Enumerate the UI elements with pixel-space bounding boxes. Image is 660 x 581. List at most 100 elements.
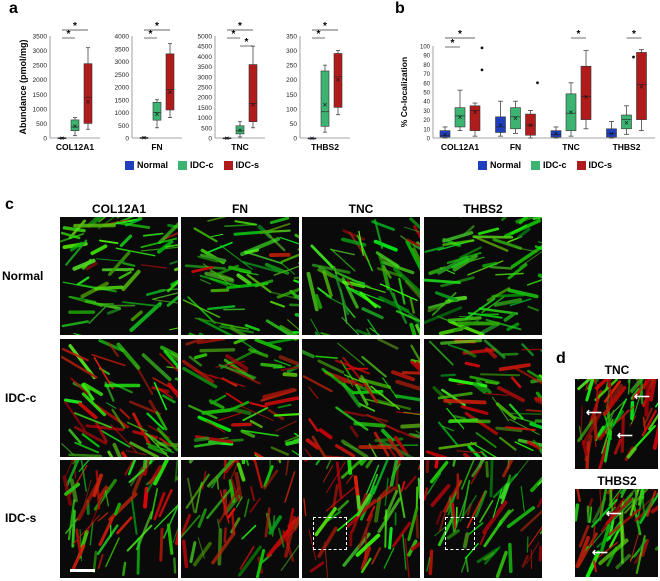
fiber-stroke: [253, 460, 264, 489]
fiber-stroke: [308, 418, 319, 432]
fiber-stroke: [181, 539, 189, 569]
fiber-stroke: [292, 515, 299, 531]
fiber-stroke: [200, 279, 211, 285]
fiber-stroke: [210, 460, 232, 489]
legend-label: Normal: [490, 160, 522, 170]
mean-marker: ×: [473, 108, 478, 117]
fiber-stroke: [448, 319, 485, 335]
fiber-stroke: [581, 439, 589, 457]
fiber-stroke: [256, 549, 266, 578]
box-idc-c: [621, 114, 632, 130]
fiber-stroke: [173, 557, 177, 574]
fiber-stroke: [205, 241, 233, 254]
fiber-stroke: [279, 261, 296, 275]
fiber-stroke: [479, 499, 494, 523]
fiber-stroke: [315, 460, 321, 466]
fiber-stroke: [73, 332, 82, 335]
y-tick-label: 20: [423, 118, 430, 124]
micrograph-tile-normal-fn: [181, 217, 299, 335]
fiber-stroke: [253, 451, 265, 457]
fiber-stroke: [468, 522, 484, 535]
fiber-stroke: [201, 408, 232, 415]
fiber-stroke: [217, 412, 242, 422]
fiber-stroke: [388, 526, 393, 550]
fiber-stroke: [127, 421, 148, 432]
fiber-stroke: [479, 531, 487, 546]
fiber-stroke: [97, 485, 109, 500]
row-header-normal: Normal: [2, 269, 44, 283]
fiber-stroke: [413, 225, 420, 239]
fiber-stroke: [360, 546, 372, 571]
fiber-stroke: [367, 319, 379, 335]
fiber-stroke: [159, 527, 164, 562]
fiber-stroke: [119, 408, 131, 420]
fiber-stroke: [209, 374, 245, 388]
legend-item-idc-s: IDC-s: [576, 160, 612, 170]
mean-marker: ×: [60, 134, 65, 143]
fiber-stroke: [71, 509, 76, 548]
fiber-stroke: [438, 442, 477, 450]
fiber-stroke: [174, 267, 178, 272]
mean-marker: ×: [609, 129, 614, 138]
legend-swatch: [531, 160, 541, 170]
fiber-stroke: [69, 295, 97, 303]
fiber-stroke: [529, 422, 542, 430]
fiber-stroke: [122, 301, 162, 308]
fiber-stroke: [481, 296, 505, 314]
micrograph-image: [62, 460, 178, 577]
y-tick-label: 30: [423, 109, 430, 115]
fiber-stroke: [276, 287, 299, 299]
fiber-stroke: [407, 506, 419, 541]
fiber-stroke: [654, 545, 658, 551]
micrograph-image: [424, 460, 542, 578]
fiber-stroke: [238, 339, 262, 355]
fiber-stroke: [135, 364, 154, 395]
arrow-icon: ⟵: [606, 508, 622, 520]
fiber-stroke: [141, 353, 172, 382]
fiber-stroke: [216, 518, 221, 533]
y-tick-label: 300: [286, 48, 297, 55]
fiber-stroke: [252, 460, 255, 462]
fiber-stroke: [452, 460, 456, 467]
micrograph-tile-idc-s-tnc: [302, 460, 420, 578]
fiber-stroke: [116, 516, 133, 535]
panel-d-title-tnc: TNC: [604, 363, 630, 377]
fiber-stroke: [337, 342, 365, 366]
y-tick-label: 4500: [198, 44, 213, 51]
fiber-stroke: [293, 437, 299, 442]
fiber-stroke: [535, 399, 542, 405]
fiber-stroke: [404, 280, 420, 300]
significance-star: *: [317, 29, 321, 40]
mean-marker: ×: [168, 88, 173, 97]
fiber-stroke: [459, 246, 482, 259]
fiber-stroke: [197, 255, 219, 263]
fiber-stroke: [277, 403, 292, 409]
legend-swatch: [178, 160, 188, 170]
fiber-stroke: [143, 460, 148, 469]
fiber-stroke: [374, 496, 382, 523]
mean-marker: ×: [225, 134, 230, 143]
significance-star: *: [323, 21, 327, 32]
fiber-stroke: [193, 436, 210, 442]
fiber-stroke: [364, 528, 368, 559]
fiber-stroke: [268, 515, 283, 535]
fiber-stroke: [446, 251, 482, 265]
fiber-stroke: [534, 245, 542, 251]
legend-label: IDC-c: [190, 160, 214, 170]
fiber-stroke: [242, 261, 281, 274]
fiber-stroke: [408, 433, 420, 439]
fiber-stroke: [343, 410, 365, 417]
y-tick-label: 4000: [198, 54, 213, 61]
fiber-stroke: [248, 348, 269, 358]
fiber-stroke: [442, 239, 475, 247]
fiber-stroke: [219, 244, 253, 270]
fiber-stroke: [324, 541, 329, 578]
fiber-stroke: [81, 392, 106, 417]
fiber-stroke: [229, 365, 248, 373]
fiber-stroke: [345, 374, 354, 388]
fiber-stroke: [71, 544, 86, 572]
legend-label: IDC-c: [543, 160, 567, 170]
mean-marker: ×: [238, 126, 243, 135]
fiber-stroke: [188, 460, 194, 464]
mean-marker: ×: [569, 108, 574, 117]
